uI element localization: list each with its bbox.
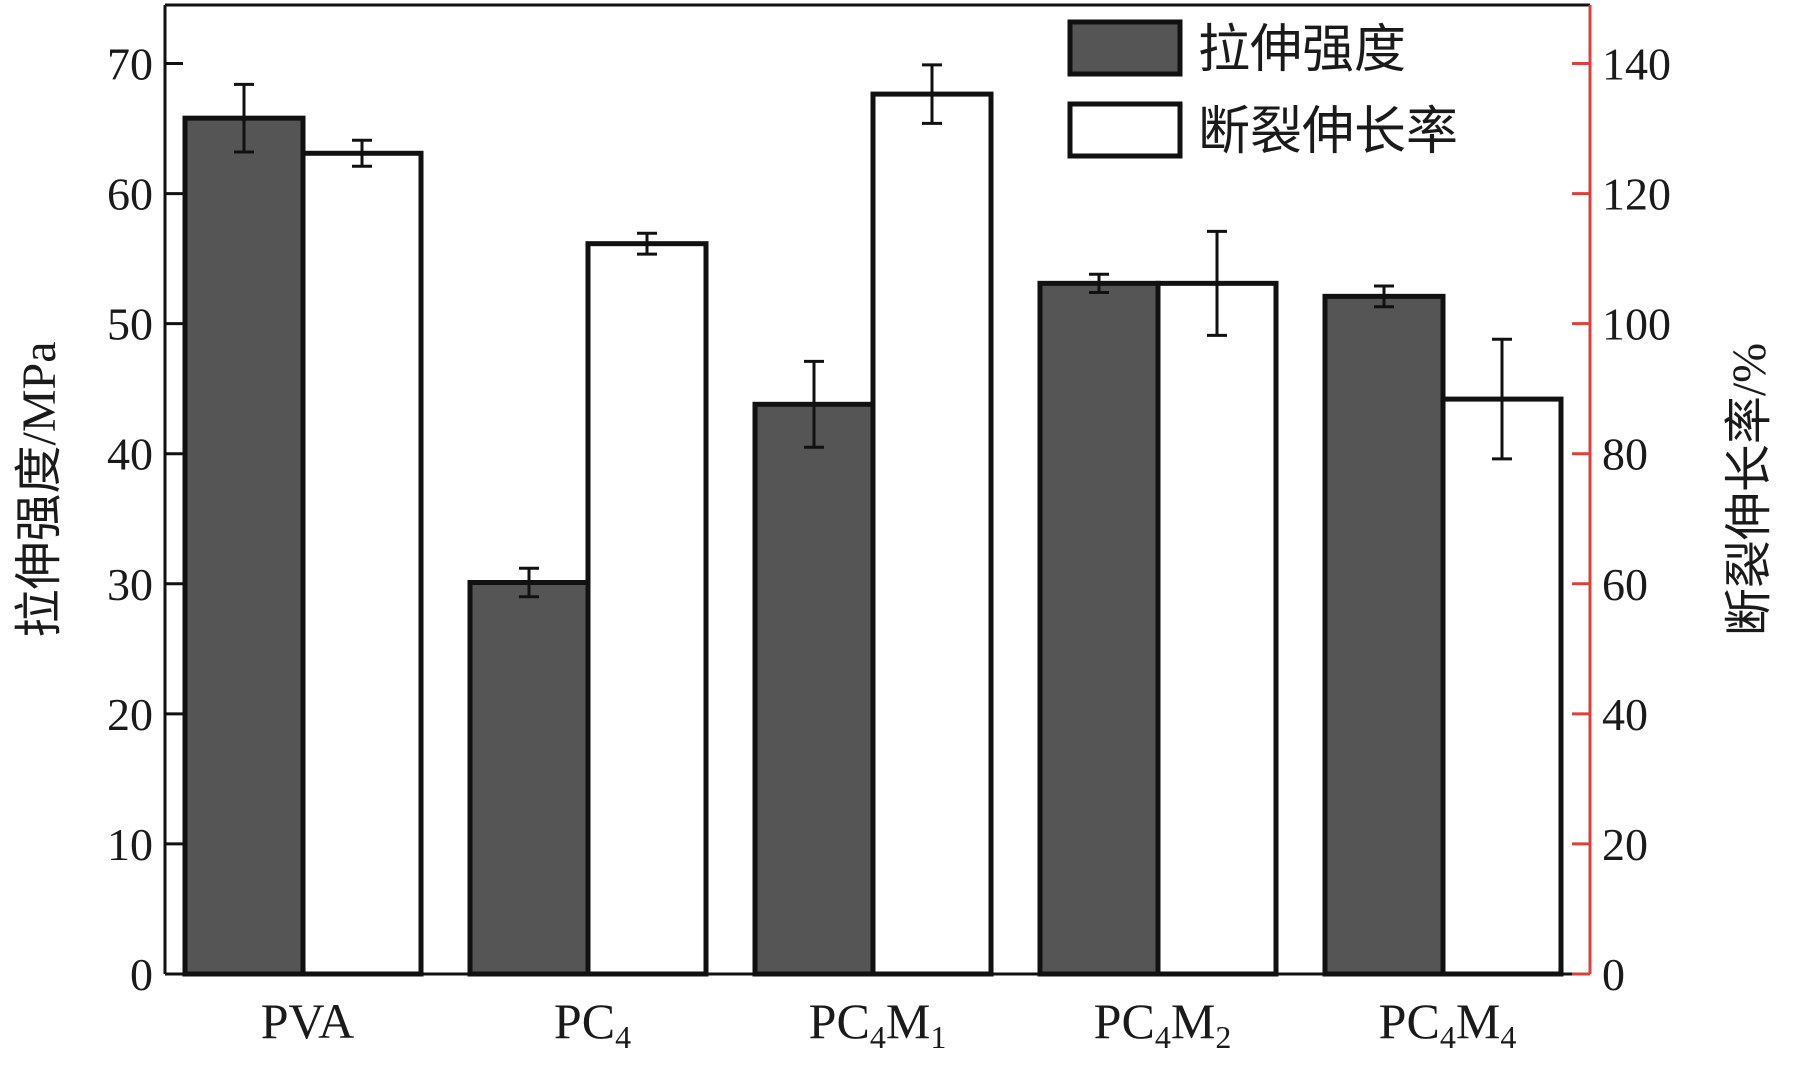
category-label: PC4M4 <box>1379 993 1517 1055</box>
left-axis-tick-label: 10 <box>107 819 153 870</box>
error-bar-pc4m1-series-2 <box>922 63 942 125</box>
left-axis-title: 拉伸强度/MPa <box>13 341 66 637</box>
category-label: PC4M2 <box>1094 993 1232 1055</box>
bar-pc4-series-2 <box>585 241 709 977</box>
legend-label-series-2: 断裂伸长率 <box>1198 104 1458 161</box>
error-bar-pc4m1-series-1 <box>804 359 824 449</box>
right-axis-tick-label: 0 <box>1602 949 1625 1000</box>
right-axis-tick-label: 20 <box>1602 819 1648 870</box>
bars-layer <box>182 91 1564 977</box>
category-label: PC4M1 <box>809 993 947 1055</box>
bar-pc4m2-series-1 <box>1037 280 1161 977</box>
axes-layer: 0 10 20 30 40 50 60 70 0 20 40 60 80 100 120 140 拉伸强度/MP… <box>13 3 1776 1000</box>
bar-pc4m2-series-2 <box>1155 280 1279 977</box>
left-axis-tick-label: 60 <box>107 169 153 220</box>
left-axis-tick-label: 20 <box>107 689 153 740</box>
right-axis-tick-label: 80 <box>1602 429 1648 480</box>
left-axis-tick-label: 30 <box>107 559 153 610</box>
category-labels: PVA PC4 PC4M1 PC4M2 PC4M4 <box>261 993 1517 1055</box>
bar-pc4m1-series-1 <box>752 401 876 977</box>
right-axis-tick-label: 40 <box>1602 689 1648 740</box>
category-label: PVA <box>261 993 355 1049</box>
error-bar-pc4-series-2 <box>637 231 657 256</box>
right-axis-tick-label: 100 <box>1602 299 1671 350</box>
bar-pva-series-2 <box>300 150 424 977</box>
right-axis-tick-label: 140 <box>1602 39 1671 90</box>
left-axis-tick-label: 40 <box>107 429 153 480</box>
error-bar-pc4m2-series-2 <box>1207 229 1227 337</box>
error-bar-pc4m4-series-1 <box>1374 284 1394 309</box>
axes-frame <box>163 3 1592 976</box>
legend-label-series-1: 拉伸强度 <box>1198 22 1406 79</box>
category-label: PC4 <box>554 993 631 1055</box>
legend-swatch-series-1 <box>1067 19 1183 77</box>
left-axis-tick-label: 70 <box>107 39 153 90</box>
right-axis-title: 断裂伸长率/% <box>1723 343 1776 636</box>
legend-swatch-series-2 <box>1067 101 1183 159</box>
bar-pc4m4-series-2 <box>1440 396 1564 977</box>
left-axis-tick-label: 0 <box>130 949 153 1000</box>
bar-pc4m4-series-1 <box>1322 293 1446 977</box>
bar-pc4m1-series-2 <box>870 91 994 977</box>
right-axis-tick-label: 120 <box>1602 169 1671 220</box>
error-bar-pva-series-2 <box>352 138 372 168</box>
right-axis-tick-label: 60 <box>1602 559 1648 610</box>
error-bar-pc4m4-series-2 <box>1492 337 1512 461</box>
error-bar-pva-series-1 <box>234 82 254 154</box>
left-axis-tick-label: 50 <box>107 299 153 350</box>
bar-pc4-series-1 <box>467 579 591 977</box>
error-bar-pc4m2-series-1 <box>1089 272 1109 294</box>
error-bar-pc4-series-1 <box>519 566 539 599</box>
bar-pva-series-1 <box>182 115 306 977</box>
error-bars-layer <box>234 63 1512 599</box>
